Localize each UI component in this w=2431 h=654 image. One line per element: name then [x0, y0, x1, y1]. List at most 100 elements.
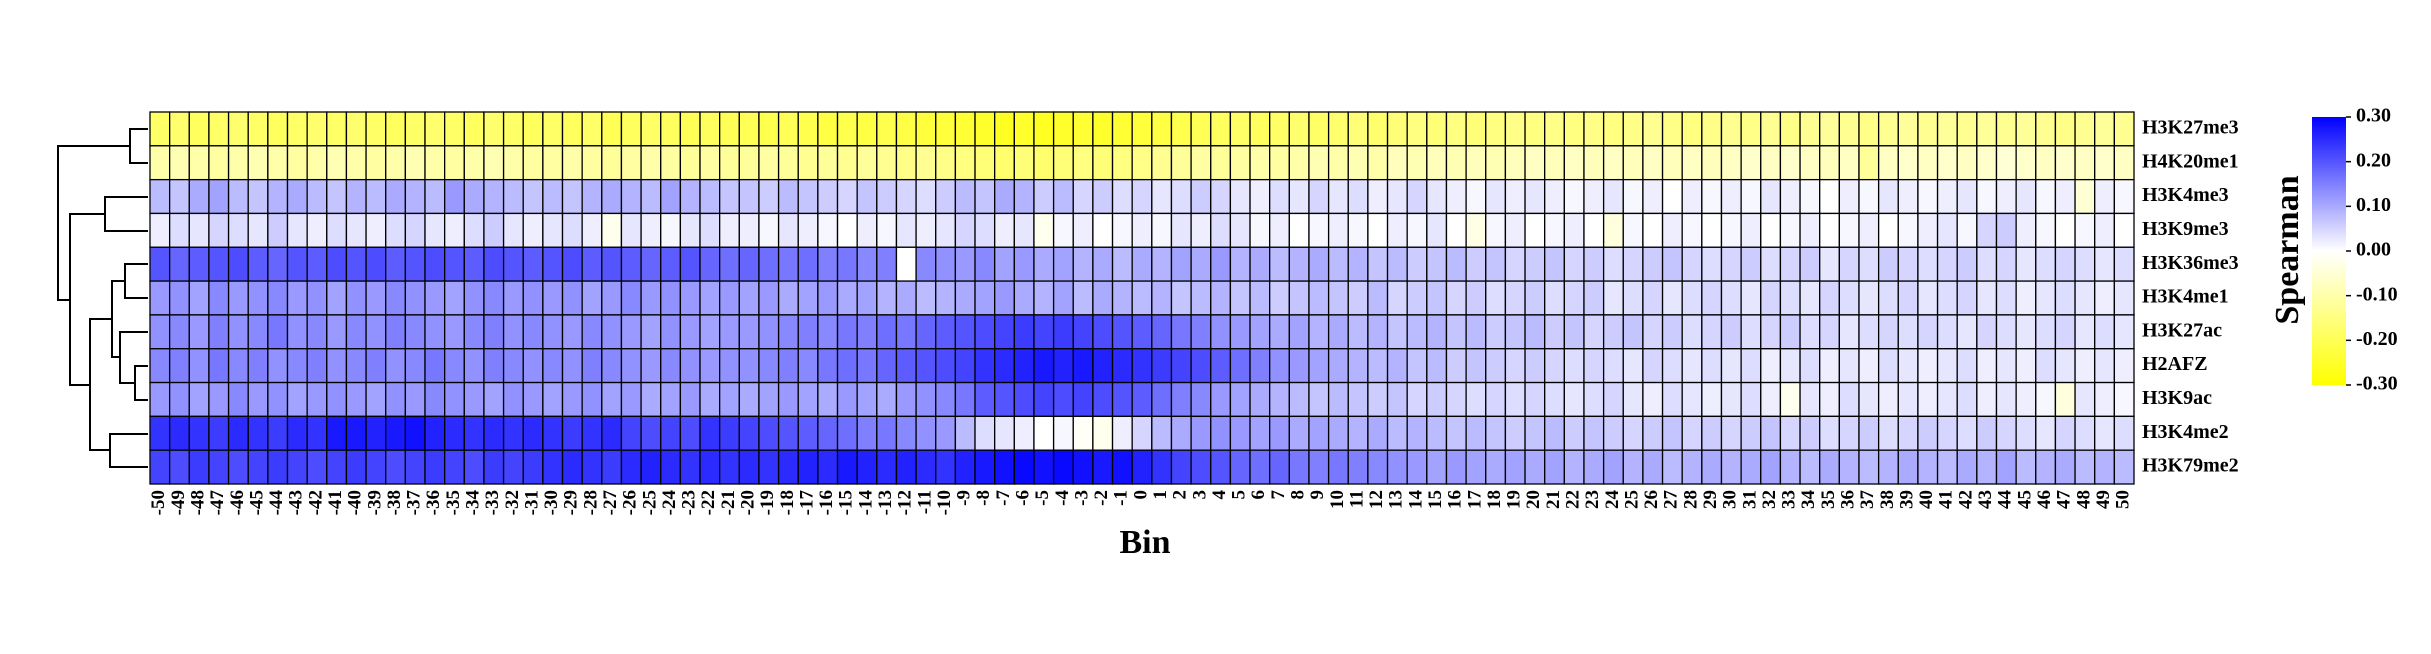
cell: [1288, 348, 1310, 384]
cell: [227, 415, 249, 451]
cell: [974, 212, 996, 248]
cell: [876, 280, 898, 316]
cell: [1131, 314, 1153, 350]
cell: [267, 314, 289, 350]
cell: [1701, 381, 1723, 418]
cell: [247, 415, 269, 451]
cell: [679, 280, 701, 316]
cell: [2015, 348, 2037, 384]
cell: [1936, 280, 1958, 316]
cell: [1701, 111, 1723, 147]
cell: [522, 111, 544, 147]
cell: [876, 145, 898, 181]
cell: [1701, 246, 1723, 282]
cell: [227, 212, 249, 248]
cell: [1445, 381, 1467, 418]
cell: [326, 111, 348, 147]
cell: [1367, 415, 1389, 451]
cell: [954, 415, 976, 451]
cell: [345, 145, 367, 181]
cell: [1072, 381, 1094, 418]
cell: [1151, 381, 1173, 418]
x-tick-label: 15: [1425, 490, 1446, 509]
cell: [1426, 111, 1448, 147]
cell: [1269, 381, 1290, 418]
cell: [1072, 212, 1094, 248]
cell: [797, 314, 819, 350]
cell: [1269, 246, 1290, 282]
cell: [1485, 145, 1507, 181]
cell: [1327, 145, 1349, 181]
cell: [1995, 314, 2017, 350]
cell: [188, 314, 210, 350]
cell: [208, 280, 230, 316]
cell: [1760, 280, 1782, 316]
x-tick-label: -49: [168, 490, 189, 515]
cell: [738, 280, 760, 316]
cell: [620, 449, 642, 485]
x-tick-label: -39: [364, 490, 385, 515]
cell: [1544, 246, 1565, 282]
cell: [1917, 314, 1939, 350]
cell: [777, 212, 799, 248]
cell: [994, 348, 1015, 384]
cell: [1897, 178, 1919, 215]
cell: [2094, 314, 2116, 350]
cell: [1210, 314, 1232, 350]
cell: [1386, 145, 1408, 181]
cell: [1426, 314, 1448, 350]
cell: [1917, 415, 1939, 451]
cell: [1622, 314, 1644, 350]
cell: [1642, 280, 1664, 316]
x-tick-label: -38: [384, 490, 405, 515]
cell: [2074, 348, 2096, 384]
cell: [208, 381, 230, 418]
cell: [915, 145, 937, 181]
cell: [247, 212, 269, 248]
cell: [522, 415, 544, 451]
cell: [1838, 348, 1860, 384]
cell: [2015, 111, 2037, 147]
cell: [679, 449, 701, 485]
cell: [1661, 212, 1683, 248]
cell: [149, 212, 171, 248]
cell: [836, 246, 858, 282]
cell: [2113, 178, 2135, 215]
cell: [1327, 415, 1349, 451]
cell: [483, 449, 505, 485]
cell: [679, 145, 701, 181]
cell: [876, 246, 898, 282]
cell: [2015, 415, 2037, 451]
cell: [1308, 449, 1330, 485]
cell: [1229, 212, 1251, 248]
x-tick-label: 6: [1248, 490, 1269, 500]
cell: [1583, 280, 1605, 316]
cell: [522, 381, 544, 418]
cell: [758, 111, 780, 147]
cell: [1740, 111, 1762, 147]
cell: [620, 381, 642, 418]
cell: [1347, 449, 1369, 485]
cell: [1386, 280, 1408, 316]
cell: [1799, 280, 1821, 316]
cell: [149, 111, 171, 147]
cell: [404, 449, 426, 485]
cell: [561, 145, 583, 181]
cell: [306, 246, 328, 282]
cell: [1249, 246, 1271, 282]
x-tick-label: -48: [187, 490, 208, 515]
cell: [1072, 111, 1094, 147]
cell: [404, 314, 426, 350]
cell: [247, 449, 269, 485]
cell: [345, 178, 367, 215]
cell: [836, 280, 858, 316]
cell: [1210, 145, 1232, 181]
cell: [581, 246, 603, 282]
cell: [1151, 212, 1173, 248]
cell: [424, 415, 446, 451]
cell: [1681, 381, 1703, 418]
cell: [954, 178, 976, 215]
cell: [994, 145, 1015, 181]
cell: [1976, 348, 1998, 384]
cell: [1838, 111, 1860, 147]
